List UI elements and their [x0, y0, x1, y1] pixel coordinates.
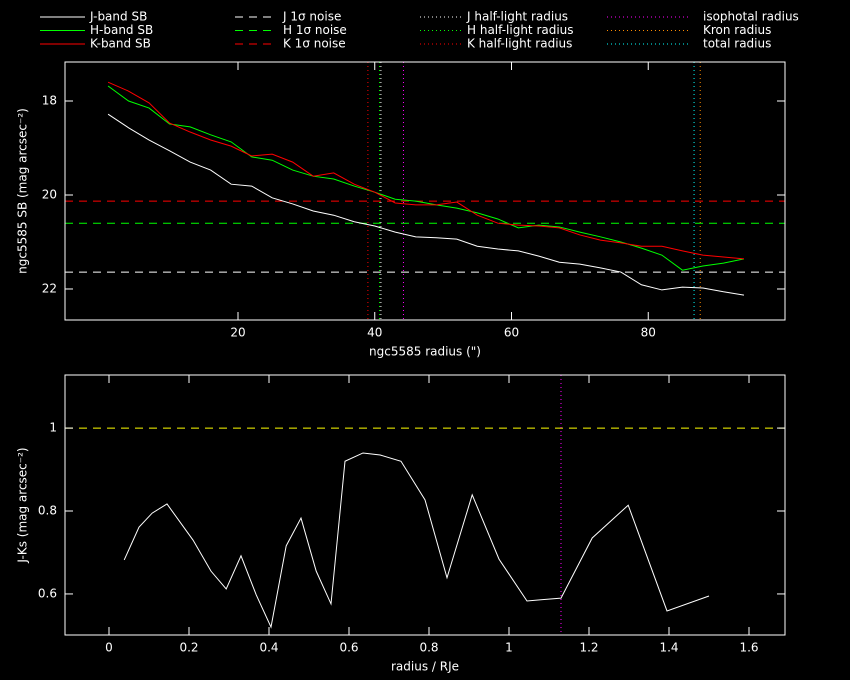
legend-label: H half-light radius: [467, 23, 574, 37]
legend-label: J half-light radius: [466, 10, 568, 24]
x-tick-label: 0.2: [179, 641, 198, 655]
data-line: [123, 452, 710, 629]
plot-frame: [64, 61, 786, 321]
legend-label: Kron radius: [703, 23, 771, 37]
x-tick-label: 0: [105, 641, 113, 655]
x-tick-label: 1.2: [579, 641, 598, 655]
x-tick-label: 40: [367, 326, 382, 340]
legend-label: total radius: [703, 37, 771, 51]
y-tick-label: 18: [42, 94, 57, 108]
y-axis-label: ngc5585 SB (mag arcsec⁻²): [16, 108, 30, 274]
plot-area: [65, 62, 785, 320]
data-line: [107, 113, 745, 296]
y-tick-label: 0.8: [38, 504, 57, 518]
legend-label: K 1σ noise: [283, 37, 346, 51]
x-tick-label: 0.6: [339, 641, 358, 655]
data-line: [107, 81, 745, 260]
legend-label: H 1σ noise: [283, 23, 347, 37]
x-tick-label: 60: [504, 326, 519, 340]
x-tick-label: 0.8: [419, 641, 438, 655]
y-tick-label: 1: [49, 421, 57, 435]
legend-label: K-band SB: [90, 37, 151, 51]
x-tick-label: 20: [230, 326, 245, 340]
x-tick-label: 1: [505, 641, 513, 655]
y-tick-label: 22: [42, 281, 57, 295]
legend-label: J 1σ noise: [282, 10, 341, 24]
plot-frame: [64, 374, 786, 636]
x-tick-label: 1.6: [739, 641, 758, 655]
data-line: [107, 85, 745, 271]
y-axis-label: J-Ks (mag arcsec⁻²): [16, 447, 30, 563]
y-tick-label: 0.6: [38, 586, 57, 600]
y-tick-label: 20: [42, 187, 57, 201]
legend-label: K half-light radius: [467, 37, 572, 51]
legend-label: H-band SB: [90, 23, 153, 37]
legend-label: J-band SB: [89, 10, 147, 24]
x-tick-label: 1.4: [659, 641, 678, 655]
x-tick-label: 80: [641, 326, 656, 340]
plot-area: [65, 375, 785, 635]
x-tick-label: 0.4: [259, 641, 278, 655]
x-axis-label: radius / RJe: [391, 660, 459, 674]
legend-label: isophotal radius: [703, 10, 799, 24]
x-axis-label: ngc5585 radius ("): [369, 345, 481, 359]
